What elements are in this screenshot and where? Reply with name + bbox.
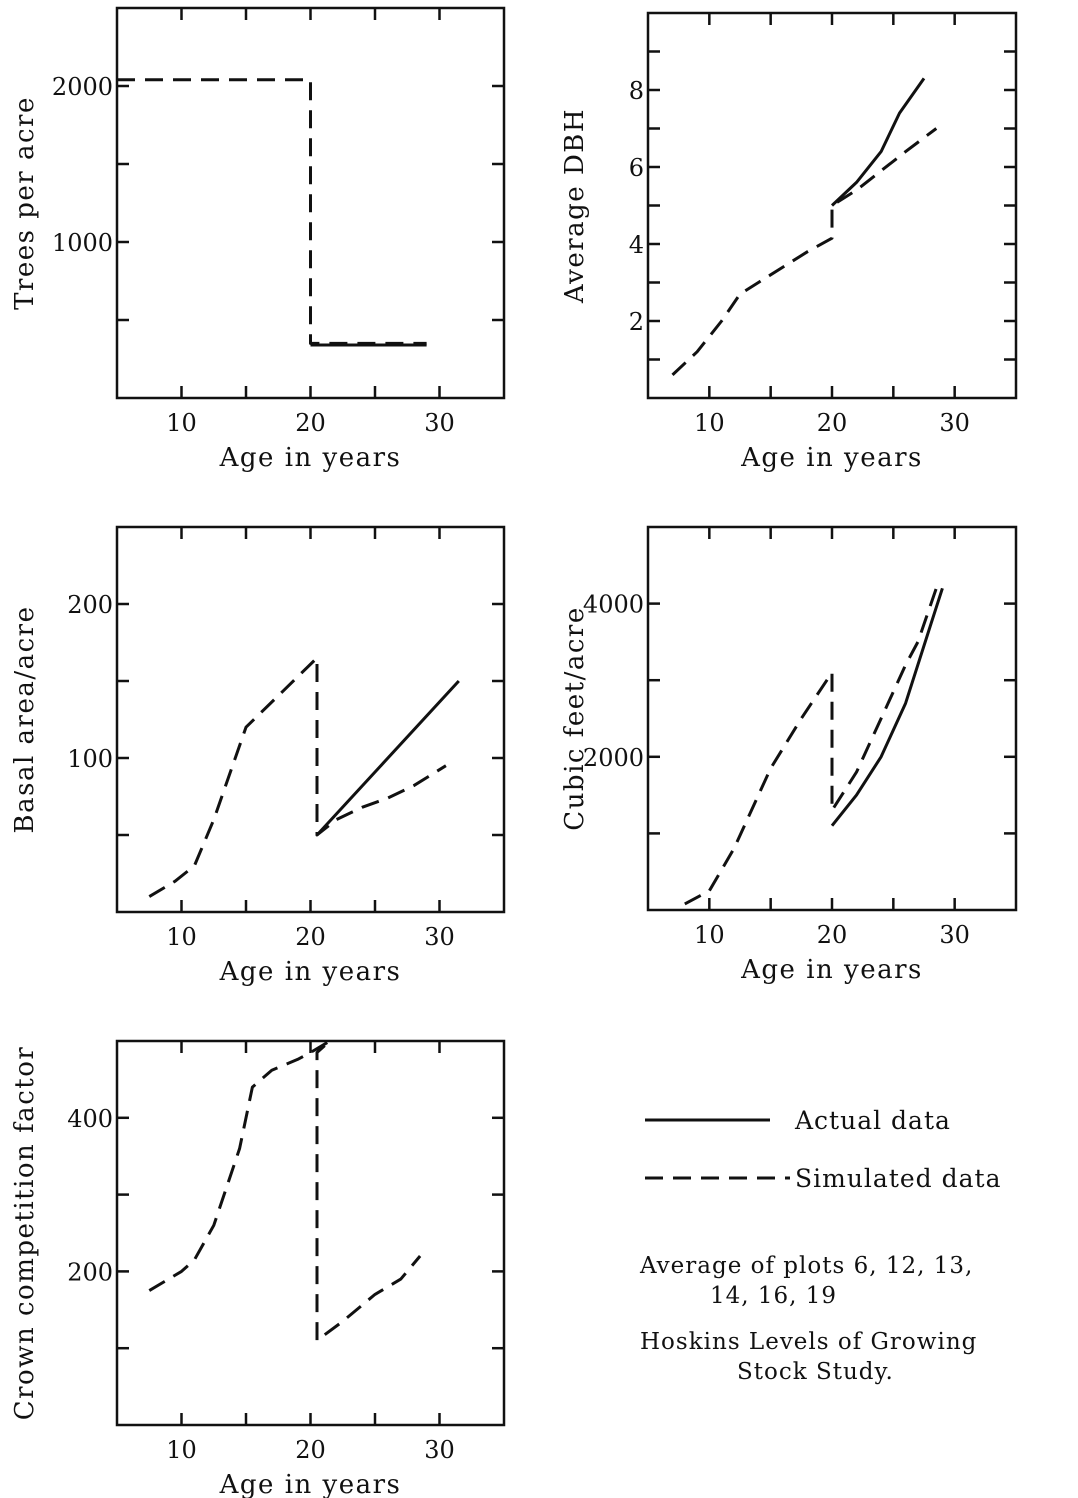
x-tick-label: 10 xyxy=(166,409,197,437)
legend: Actual data Simulated data xyxy=(645,1106,1001,1193)
y-tick-label: 4000 xyxy=(583,591,644,619)
x-tick-label: 30 xyxy=(424,409,455,437)
x-tick-label: 30 xyxy=(424,923,455,951)
simulated-data-line xyxy=(148,656,447,898)
x-axis-label: Age in years xyxy=(219,443,402,473)
actual-data-line xyxy=(830,587,944,827)
y-tick-label: 4 xyxy=(629,231,644,259)
x-axis-label: Age in years xyxy=(219,1470,402,1498)
y-tick-label: 2 xyxy=(629,308,644,336)
x-axis-label: Age in years xyxy=(740,955,923,985)
x-tick-label: 10 xyxy=(694,921,725,949)
simulated-data-line xyxy=(117,78,427,345)
y-tick-label: 8 xyxy=(629,77,644,105)
x-tick-label: 20 xyxy=(817,409,848,437)
x-tick-label: 20 xyxy=(817,921,848,949)
chart-5: 10 20 30 200 400 Age in years Crown competitio… xyxy=(10,1039,506,1498)
x-tick-label: 30 xyxy=(939,409,970,437)
x-axis-label: Age in years xyxy=(740,443,923,473)
actual-data-line xyxy=(315,679,460,837)
y-tick-label: 200 xyxy=(67,591,113,619)
study-note: Average of plots 6, 12, 13, 14, 16, 19 H… xyxy=(639,1253,977,1385)
x-tick-label: 30 xyxy=(424,1436,455,1464)
x-axis-label: Age in years xyxy=(219,957,402,987)
x-tick-label: 20 xyxy=(295,409,326,437)
y-tick-label: 1000 xyxy=(52,229,113,257)
y-tick-label: 2000 xyxy=(583,744,644,772)
y-tick-label: 6 xyxy=(629,154,644,182)
simulated-data-line xyxy=(671,127,938,376)
simulated-data-line xyxy=(684,587,938,906)
x-tick-label: 10 xyxy=(166,1436,197,1464)
y-tick-label: 2000 xyxy=(52,73,113,101)
y-axis-label: Average DBH xyxy=(560,108,590,304)
plot-frame xyxy=(115,525,506,914)
y-tick-label: 400 xyxy=(67,1105,113,1133)
y-axis-label: Crown competition factor xyxy=(10,1046,40,1421)
x-tick-label: 20 xyxy=(295,1436,326,1464)
actual-data-line xyxy=(830,77,926,207)
y-axis-label: Basal area/acre xyxy=(10,606,40,834)
simulated-data-line xyxy=(148,1039,422,1342)
note-line-2: 14, 16, 19 xyxy=(710,1283,837,1309)
x-tick-label: 10 xyxy=(694,409,725,437)
note-line-4: Stock Study. xyxy=(737,1359,894,1385)
legend-actual-label: Actual data xyxy=(794,1106,951,1135)
legend-simulated-label: Simulated data xyxy=(795,1164,1001,1193)
plot-frame xyxy=(115,1039,506,1427)
chart-2: 10 20 30 2 4 6 8 Age in years Average DBH xyxy=(560,11,1018,473)
note-line-1: Average of plots 6, 12, 13, xyxy=(639,1253,973,1279)
chart-3: 10 20 30 100 200 Age in years Basal area/acre xyxy=(10,525,506,987)
chart-4: 10 20 30 2000 4000 Age in years Cubic feet/acr… xyxy=(560,525,1018,985)
charts-group: 10 20 30 1000 2000 Age in years Trees per acre… xyxy=(10,6,1018,1498)
y-tick-label: 200 xyxy=(67,1258,113,1286)
note-line-3: Hoskins Levels of Growing xyxy=(640,1329,977,1355)
x-tick-label: 30 xyxy=(939,921,970,949)
y-tick-label: 100 xyxy=(67,745,113,773)
x-tick-label: 10 xyxy=(166,923,197,951)
y-axis-label: Cubic feet/acre xyxy=(560,606,590,830)
chart-1: 10 20 30 1000 2000 Age in years Trees per acre xyxy=(10,6,506,473)
x-tick-label: 20 xyxy=(295,923,326,951)
y-axis-label: Trees per acre xyxy=(10,96,40,310)
